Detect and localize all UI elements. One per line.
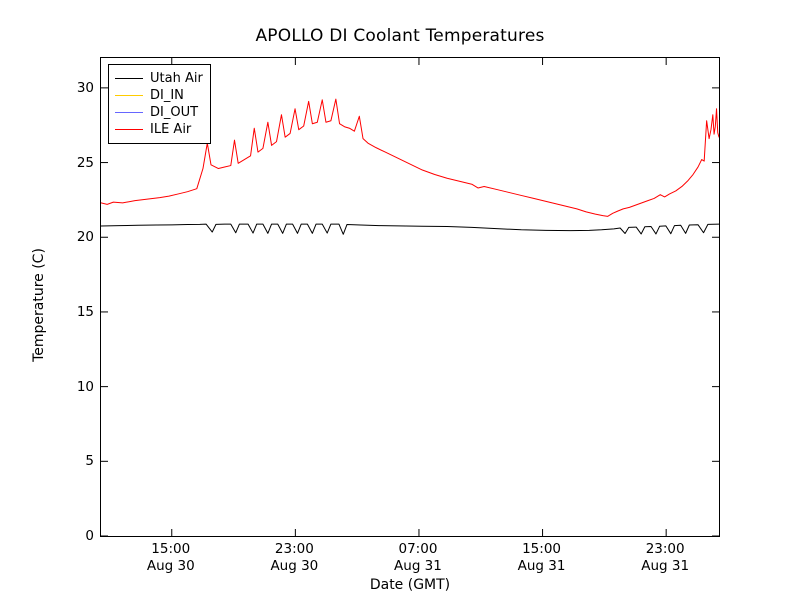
x-tick-time: 07:00 <box>398 541 438 557</box>
y-tick-label: 0 <box>85 528 94 544</box>
y-tick-label: 10 <box>76 378 94 395</box>
x-tick-label: 07:00 Aug 31 <box>358 541 478 575</box>
series-line-utah-air <box>101 223 719 235</box>
series-line-ile-air <box>101 98 719 217</box>
legend-item[interactable]: DI_IN <box>115 87 203 104</box>
legend: Utah Air DI_IN DI_OUT ILE Air <box>108 64 211 144</box>
x-tick-date: Aug 31 <box>394 558 442 574</box>
legend-swatch-utah-air <box>115 78 143 79</box>
y-tick-label: 30 <box>76 79 94 96</box>
chart-title: APOLLO DI Coolant Temperatures <box>255 26 545 46</box>
y-tick-label: 25 <box>76 154 94 171</box>
x-tick-label: 15:00 Aug 30 <box>111 541 231 575</box>
x-tick-label: 23:00 Aug 31 <box>605 541 725 575</box>
legend-item[interactable]: Utah Air <box>115 70 203 87</box>
legend-label: DI_OUT <box>150 105 199 120</box>
legend-item[interactable]: DI_OUT <box>115 104 203 121</box>
x-axis-title: Date (GMT) <box>369 577 451 593</box>
y-axis-tick-labels: 0 5 10 15 20 25 30 <box>48 57 94 544</box>
plot-svg <box>101 58 719 536</box>
x-tick-time: 15:00 <box>151 541 191 557</box>
x-tick-date: Aug 30 <box>270 558 319 574</box>
y-tick-label: 15 <box>76 303 94 320</box>
x-tick-time: 23:00 <box>274 541 314 557</box>
x-tick-label: 23:00 Aug 30 <box>234 541 354 575</box>
x-tick-date: Aug 31 <box>517 558 566 574</box>
y-axis-title: Temperature (C) <box>31 248 47 362</box>
legend-swatch-di-in <box>115 95 143 96</box>
legend-swatch-di-out <box>115 112 143 113</box>
legend-label: Utah Air <box>150 71 203 86</box>
legend-label: ILE Air <box>150 122 192 137</box>
legend-item[interactable]: ILE Air <box>115 121 203 138</box>
x-tick-date: Aug 31 <box>641 558 690 574</box>
x-tick-time: 15:00 <box>522 541 561 557</box>
y-tick-label: 5 <box>85 453 94 470</box>
x-tick-label: 15:00 Aug 31 <box>482 541 602 575</box>
legend-swatch-ile-air <box>115 129 143 130</box>
x-tick-time: 23:00 <box>645 541 685 557</box>
y-tick-label: 20 <box>76 229 94 246</box>
x-axis-tick-labels: 15:00 Aug 30 23:00 Aug 30 07:00 Aug 31 15:00 Au… <box>100 541 720 587</box>
legend-label: DI_IN <box>150 88 184 103</box>
x-tick-date: Aug 30 <box>146 558 195 574</box>
